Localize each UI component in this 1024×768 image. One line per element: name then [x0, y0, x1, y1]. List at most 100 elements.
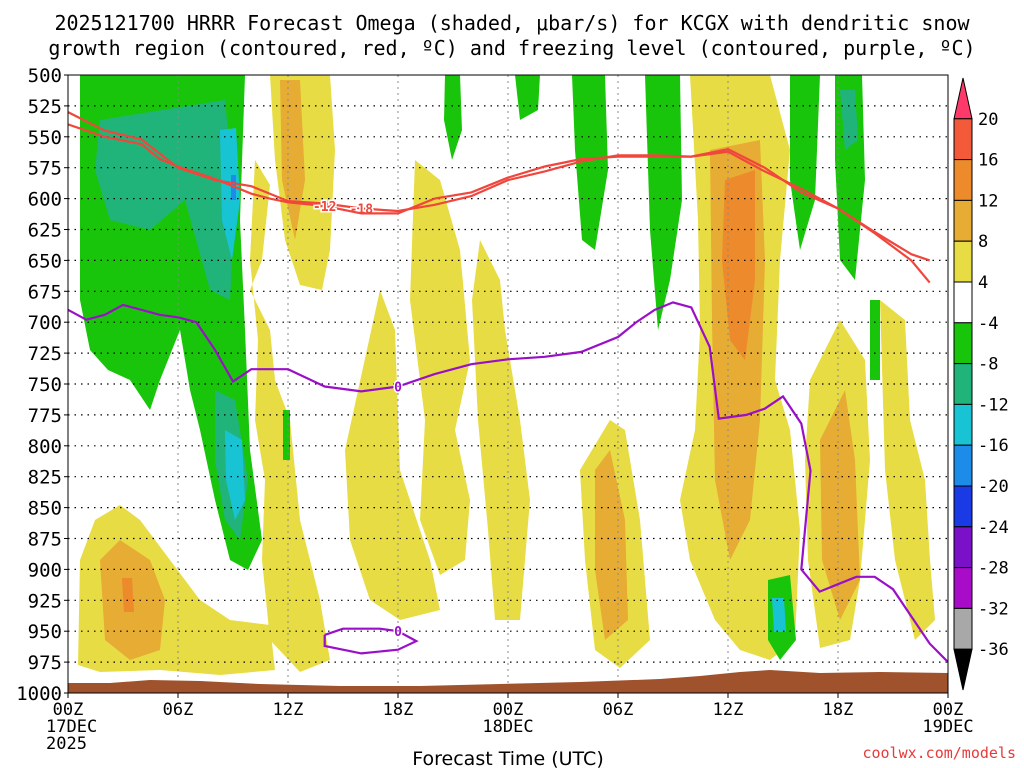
contour-dgz-bottom-minus12: [68, 123, 931, 284]
colorbar-swatch: [953, 607, 973, 650]
x-tick-label: 06Z: [603, 700, 634, 720]
omega-strong-region: [595, 450, 628, 640]
credit-text: coolwx.com/models: [862, 744, 1016, 762]
y-tick-label: 525: [28, 96, 62, 118]
colorbar-label: -4: [978, 314, 998, 334]
colorbar-swatch: [953, 322, 973, 365]
chart-title-line2: growth region (contoured, red, ºC) and f…: [48, 36, 975, 60]
y-tick-label: 875: [28, 529, 62, 551]
omega-negative-core: [95, 100, 235, 300]
y-axis: 500 525 550 575 600 625 650 675 700 725 750 775 800 8…: [16, 65, 68, 705]
x-tick-label: 00Z: [493, 700, 524, 720]
y-tick-label: 575: [28, 158, 62, 180]
omega-negative-region: [790, 75, 820, 250]
omega-negative-region: [835, 75, 865, 280]
y-tick-label: 600: [28, 189, 62, 211]
x-tick-label: 18Z: [823, 700, 854, 720]
omega-positive-region: [345, 290, 440, 620]
omega-negative-region: [645, 75, 682, 330]
y-tick-label: 625: [28, 220, 62, 242]
omega-negative-region: [283, 410, 290, 460]
y-tick-label: 800: [28, 436, 62, 458]
colorbar: 20 16 12 8 4 -4 -8 -12 -16 -20 -24 -28 -32 -36: [953, 77, 1009, 691]
contours: -18 -12 0 0: [68, 111, 948, 663]
omega-negative-region: [515, 75, 540, 120]
omega-strong-region: [820, 390, 860, 620]
colorbar-swatch: [953, 648, 973, 691]
colorbar-label: -36: [978, 640, 1009, 660]
y-tick-label: 750: [28, 374, 62, 396]
y-tick-label: 925: [28, 590, 62, 612]
chart-title-line1: 2025121700 HRRR Forecast Omega (shaded, …: [54, 11, 970, 35]
terrain-ground: [68, 670, 948, 693]
y-tick-label: 825: [28, 467, 62, 489]
colorbar-swatch: [953, 77, 973, 120]
omega-positive-region: [472, 240, 530, 620]
colorbar-label: 16: [978, 151, 998, 171]
colorbar-swatch: [953, 363, 973, 405]
y-tick-label: 650: [28, 250, 62, 272]
colorbar-swatch: [953, 199, 973, 242]
colorbar-swatch: [953, 403, 973, 446]
omega-strong-region: [122, 578, 134, 612]
colorbar-label: -32: [978, 599, 1009, 619]
contour-freezing-level-0C: [68, 301, 948, 663]
colorbar-swatch: [953, 567, 973, 609]
x-tick-label: 06Z: [163, 700, 194, 720]
contour-freezing-level-low-loop: [323, 627, 419, 655]
y-tick-label: 775: [28, 405, 62, 427]
colorbar-label: 8: [978, 232, 988, 252]
colorbar-label: -8: [978, 355, 998, 375]
contour-dgz-top-minus18: [68, 111, 931, 262]
omega-negative-region: [444, 75, 462, 160]
x-tick-label: 00Z: [53, 700, 84, 720]
y-tick-label: 725: [28, 343, 62, 365]
omega-negative-region: [870, 300, 880, 380]
omega-negative-region: [572, 75, 608, 250]
colorbar-label: 4: [978, 273, 988, 293]
y-tick-label: 675: [28, 281, 62, 303]
x-tick-label: 18DEC: [482, 717, 533, 737]
y-tick-label: 975: [28, 652, 62, 674]
contour-label: -12: [313, 200, 336, 215]
y-tick-label: 950: [28, 621, 62, 643]
omega-positive-region: [410, 160, 470, 575]
contour-label: 0: [394, 380, 402, 395]
colorbar-label: -24: [978, 518, 1009, 538]
y-tick-label: 550: [28, 127, 62, 149]
colorbar-label: -20: [978, 477, 1009, 497]
colorbar-label: -16: [978, 436, 1009, 456]
colorbar-swatch: [953, 526, 973, 569]
colorbar-swatch: [953, 240, 973, 283]
colorbar-label: 20: [978, 110, 998, 130]
omega-positive-region: [250, 160, 330, 672]
y-tick-label: 850: [28, 498, 62, 520]
y-tick-label: 500: [28, 65, 62, 87]
omega-negative-core: [840, 90, 858, 150]
y-tick-label: 1000: [16, 683, 62, 705]
x-tick-label: 12Z: [713, 700, 744, 720]
colorbar-label: -28: [978, 559, 1009, 579]
colorbar-swatch: [953, 159, 973, 201]
x-tick-label: 2025: [46, 734, 87, 754]
omega-strong-region: [722, 170, 755, 360]
x-tick-label: 18Z: [383, 700, 414, 720]
x-tick-label: 00Z: [933, 700, 964, 720]
omega-negative-core: [220, 128, 240, 260]
omega-negative-core: [225, 430, 245, 520]
colorbar-swatch: [953, 444, 973, 487]
y-tick-label: 900: [28, 559, 62, 581]
x-tick-label: 17DEC: [46, 717, 97, 737]
colorbar-swatch: [953, 118, 973, 161]
contour-label: -18: [350, 202, 374, 217]
colorbar-label: 12: [978, 191, 998, 211]
x-tick-label: 19DEC: [922, 717, 973, 737]
omega-negative-core: [772, 598, 786, 632]
colorbar-label: -12: [978, 395, 1009, 415]
x-axis-label: Forecast Time (UTC): [412, 748, 603, 768]
colorbar-swatch: [953, 281, 973, 324]
x-tick-label: 12Z: [273, 700, 304, 720]
omega-positive-region: [880, 300, 935, 640]
